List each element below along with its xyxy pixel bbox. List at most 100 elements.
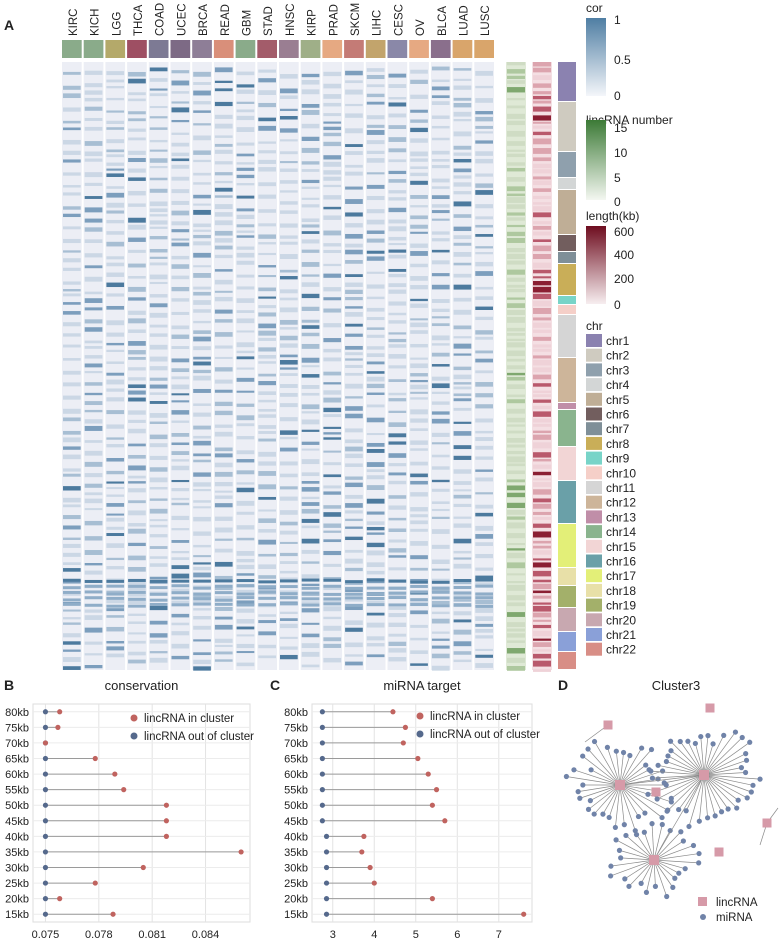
heatmap-cell [280, 585, 298, 589]
length-cell [533, 478, 551, 481]
heatmap-column [127, 62, 147, 670]
heatmap-cell [388, 332, 407, 335]
heatmap-cell [236, 224, 255, 228]
heatmap-cell [280, 139, 298, 142]
heatmap-cell [128, 384, 146, 389]
heatmap-cell [301, 73, 320, 78]
heatmap-cell [475, 628, 493, 633]
network-edge [703, 735, 709, 776]
heatmap-cell [63, 107, 81, 112]
heatmap-cell [84, 536, 103, 541]
heatmap-cell [128, 263, 146, 268]
mirna-node [648, 746, 655, 753]
network-edge [703, 731, 736, 776]
heatmap-cell [106, 127, 125, 130]
heatmap-cell [193, 252, 211, 258]
lincrna-number-cell [507, 417, 525, 423]
heatmap-cell [323, 382, 342, 385]
heatmap-cell [236, 252, 255, 258]
heatmap-cell [431, 178, 450, 183]
heatmap-cell [475, 596, 493, 600]
heatmap-cell [366, 115, 385, 120]
lincrna-node [615, 780, 625, 790]
heatmap-cell [106, 320, 125, 326]
chr-legend-label: chr2 [606, 349, 630, 363]
heatmap-cell [388, 603, 407, 607]
chr-legend-label: chr17 [606, 569, 636, 583]
heatmap-cell [193, 595, 211, 599]
heatmap-cell [453, 262, 472, 266]
lincrna-number-cell [507, 584, 525, 591]
heatmap-cell [410, 480, 428, 485]
heatmap-cell [149, 324, 168, 328]
mirna-node [677, 738, 683, 745]
lincrna-legend-title: lincRNA number [586, 113, 673, 127]
heatmap-cell [301, 197, 320, 200]
heatmap-cell [193, 336, 211, 342]
length-cell [533, 176, 551, 180]
heatmap-cell [280, 486, 298, 490]
heatmap-cell [410, 138, 428, 143]
heatmap-cell [149, 602, 168, 606]
heatmap-cell [214, 180, 233, 184]
heatmap-cell [258, 431, 276, 434]
chr-legend: chrchr1chr2chr3chr4chr5chr6chr7chr8chr9c… [586, 319, 636, 657]
heatmap-cell [84, 563, 103, 566]
network-edge [619, 784, 655, 791]
heatmap-cell [301, 332, 320, 337]
length-cell [533, 570, 551, 577]
lincrna-number-cell [507, 284, 525, 288]
panel-b-category-label: 80kb [5, 707, 29, 719]
lincrna-number-cell [507, 75, 525, 80]
heatmap-cell [410, 322, 428, 328]
heatmap-cell [193, 425, 211, 430]
panel-c-xtick: 6 [454, 929, 460, 941]
heatmap-cell [171, 557, 190, 560]
mirna-node [591, 738, 598, 745]
network-edge [607, 747, 621, 786]
cancer-label: LUAD [458, 5, 470, 36]
cancer-label: LUSC [480, 5, 492, 36]
heatmap-cell [301, 282, 320, 287]
mirna-node [612, 824, 618, 831]
network-edge [653, 859, 686, 870]
heatmap-cell [171, 101, 190, 104]
heatmap-cell [63, 602, 81, 606]
lincrna-number-cell [507, 332, 525, 336]
lincrna-number-cell [507, 217, 525, 221]
panel-b-dot-in [163, 818, 170, 824]
heatmap-cell [301, 392, 320, 396]
heatmap-cell [345, 642, 363, 648]
heatmap-cell [106, 590, 125, 594]
heatmap-cell [128, 590, 146, 594]
heatmap-cell [366, 346, 385, 350]
heatmap-cell [345, 171, 363, 176]
heatmap-cell [84, 653, 103, 656]
heatmap-cell [128, 190, 146, 196]
panel-c-dot-out [323, 833, 330, 839]
heatmap-cell [453, 455, 472, 460]
heatmap-cell [431, 645, 450, 649]
heatmap-cell [345, 312, 363, 317]
heatmap-cell [84, 276, 103, 282]
heatmap-cell [388, 586, 407, 590]
heatmap-cell [128, 249, 146, 253]
panel-c-category-label: 20kb [284, 894, 308, 906]
length-cell [533, 62, 551, 67]
heatmap-cell [236, 310, 255, 313]
length-cell [533, 399, 551, 403]
mirna-node [667, 827, 673, 834]
heatmap-cell [236, 487, 255, 493]
heatmap-cell [214, 481, 233, 487]
heatmap-cell [128, 578, 146, 582]
heatmap-cell [193, 639, 211, 642]
heatmap-cell [410, 624, 428, 628]
lincrna-number-cell [507, 338, 525, 342]
mirna-node [600, 811, 606, 817]
lincrna-number-cell [507, 197, 525, 203]
mirna-node [585, 806, 592, 812]
panel-b-legend-label: lincRNA out of cluster [144, 731, 254, 743]
panel-b-category-label: 70kb [5, 738, 29, 750]
